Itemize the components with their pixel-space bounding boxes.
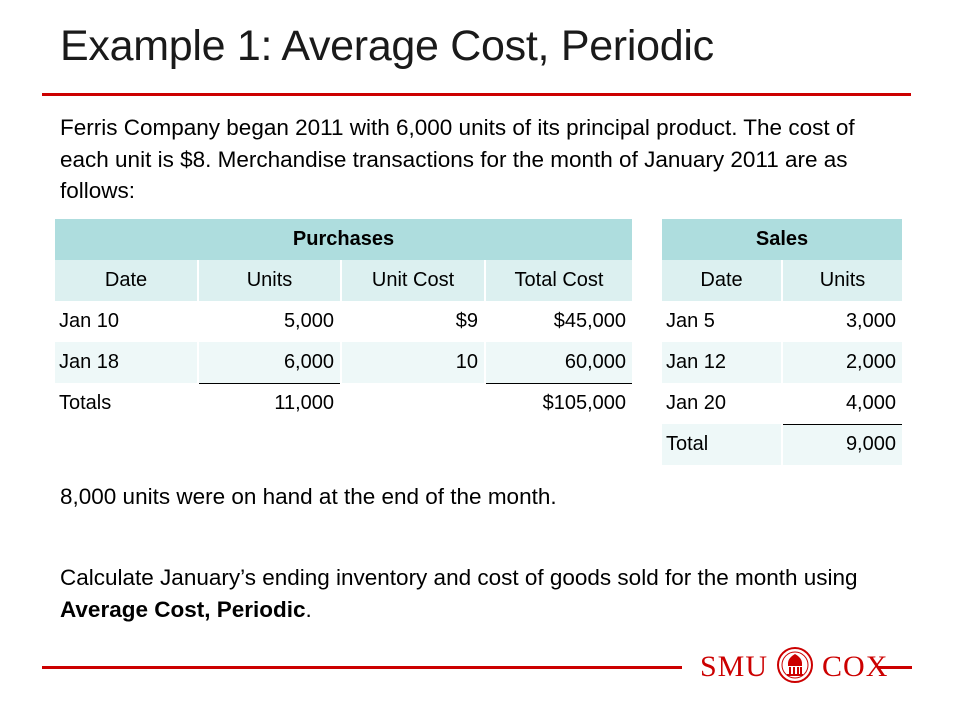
purchase-grand-total: $105,000 — [484, 383, 632, 424]
intro-paragraph: Ferris Company began 2011 with 6,000 uni… — [60, 115, 855, 203]
purchase-totals-label: Totals — [55, 383, 198, 424]
purchase-total-cost: 60,000 — [484, 342, 632, 384]
table-row: Jan 20 4,000 — [662, 383, 902, 425]
calc-suffix: . — [305, 596, 312, 622]
sale-date: Jan 12 — [662, 342, 782, 383]
purchase-date: Jan 18 — [55, 342, 198, 383]
table-row: Total 9,000 — [662, 424, 902, 465]
table-row: Jan 18 6,000 10 60,000 — [55, 342, 632, 384]
sales-table: Sales Date Units Jan 5 3,000 Jan 12 2,00… — [662, 219, 902, 465]
sales-heading: Sales — [662, 219, 902, 260]
on-hand-note: 8,000 units were on hand at the end of t… — [60, 484, 557, 509]
table-row: Totals 11,000 $105,000 — [55, 383, 632, 424]
purchase-unit-cost: 10 — [340, 342, 485, 383]
sale-units: 3,000 — [781, 301, 902, 342]
sale-total-units: 9,000 — [781, 424, 902, 465]
sale-date: Jan 20 — [662, 383, 782, 424]
purchase-date: Jan 10 — [55, 301, 198, 342]
table-row: Jan 10 5,000 $9 $45,000 — [55, 301, 632, 342]
purchases-heading: Purchases — [55, 219, 632, 260]
seal-icon — [776, 646, 814, 689]
sales-col-date: Date — [662, 260, 782, 301]
purchase-unit-cost — [340, 383, 485, 424]
sales-col-units: Units — [781, 260, 902, 301]
purchases-table: Purchases Date Units Unit Cost Total Cos… — [55, 219, 632, 424]
footer-divider-right — [878, 666, 912, 669]
purchase-units: 6,000 — [197, 342, 341, 384]
slide-title: Example 1: Average Cost, Periodic — [60, 22, 714, 70]
purchase-total-units: 11,000 — [197, 383, 341, 424]
sale-date: Jan 5 — [662, 301, 782, 342]
smu-cox-logo: SMU COX — [700, 646, 888, 688]
purchase-total-cost: $45,000 — [484, 301, 632, 342]
purchases-col-units: Units — [197, 260, 341, 301]
purchases-col-total-cost: Total Cost — [484, 260, 632, 301]
logo-text-cox: COX — [822, 650, 889, 683]
purchase-unit-cost: $9 — [340, 301, 485, 342]
sale-total-label: Total — [662, 424, 782, 465]
title-divider — [42, 93, 911, 96]
purchases-col-date: Date — [55, 260, 198, 301]
footer-divider-left — [42, 666, 682, 669]
purchases-col-unit-cost: Unit Cost — [340, 260, 485, 301]
table-row: Jan 5 3,000 — [662, 301, 902, 342]
logo-text-smu: SMU — [700, 650, 769, 683]
calc-method: Average Cost, Periodic — [60, 596, 306, 622]
sale-units: 4,000 — [781, 383, 902, 425]
calculation-instruction: Calculate January’s ending inventory and… — [60, 562, 880, 625]
table-row: Jan 12 2,000 — [662, 342, 902, 383]
sale-units: 2,000 — [781, 342, 902, 383]
calc-prefix: Calculate January’s ending inventory and… — [60, 565, 858, 590]
purchase-units: 5,000 — [197, 301, 341, 342]
